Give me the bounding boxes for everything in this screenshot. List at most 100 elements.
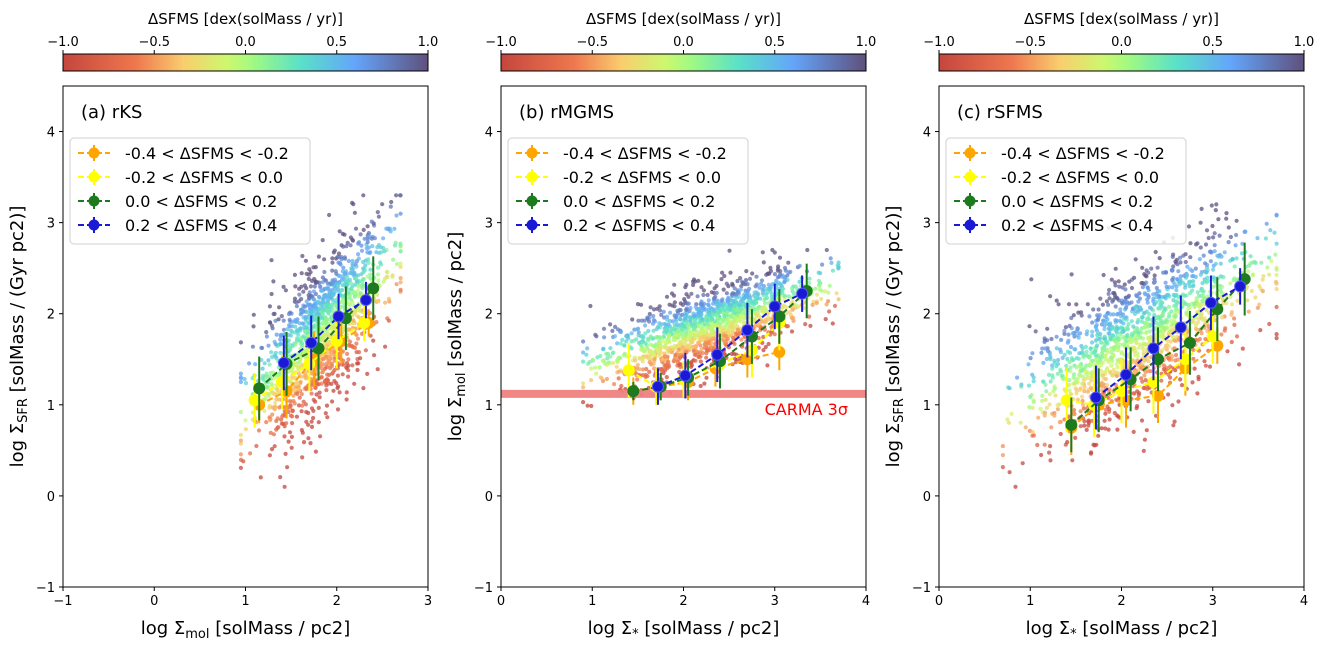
- scatter-point: [738, 276, 743, 281]
- scatter-point: [695, 307, 701, 312]
- scatter-point: [1071, 375, 1076, 380]
- scatter-point: [1043, 410, 1048, 415]
- scatter-point: [290, 319, 295, 324]
- scatter-point: [1197, 336, 1202, 342]
- scatter-point: [1047, 402, 1052, 407]
- scatter-point: [338, 274, 343, 279]
- scatter-point: [298, 336, 303, 341]
- scatter-point: [808, 323, 813, 328]
- scatter-point: [380, 202, 385, 207]
- scatter-point: [1141, 350, 1146, 355]
- scatter-point: [1126, 345, 1131, 350]
- scatter-point: [1126, 293, 1132, 298]
- scatter-point: [1140, 265, 1145, 270]
- scatter-point: [1039, 350, 1044, 355]
- scatter-point: [1119, 325, 1124, 330]
- scatter-point: [693, 352, 698, 357]
- scatter-point: [1103, 376, 1108, 382]
- scatter-point: [791, 315, 796, 320]
- scatter-point: [311, 397, 316, 402]
- scatter-point: [1132, 330, 1137, 335]
- scatter-point: [682, 316, 688, 321]
- scatter-point: [1203, 242, 1209, 247]
- scatter-point: [699, 301, 704, 306]
- scatter-point: [651, 307, 657, 312]
- scatter-point: [1136, 299, 1141, 304]
- scatter-point: [747, 276, 753, 281]
- carma-threshold-label: CARMA 3σ: [765, 400, 848, 419]
- scatter-point: [1216, 217, 1221, 222]
- y-tick-label: 0: [923, 490, 931, 505]
- scatter-point: [705, 318, 710, 323]
- scatter-point: [657, 344, 662, 349]
- scatter-point: [1178, 255, 1183, 260]
- scatter-point: [393, 240, 398, 245]
- scatter-point: [760, 288, 765, 293]
- scatter-point: [735, 332, 740, 338]
- scatter-point: [1098, 296, 1103, 301]
- scatter-point: [1126, 337, 1131, 342]
- scatter-point: [292, 401, 297, 406]
- scatter-point: [1257, 302, 1262, 307]
- data-point: [711, 348, 724, 361]
- scatter-point: [243, 418, 248, 423]
- scatter-point: [345, 282, 350, 287]
- scatter-point: [676, 347, 681, 352]
- scatter-point: [1057, 402, 1062, 407]
- scatter-point: [301, 321, 306, 326]
- scatter-point: [1073, 435, 1078, 440]
- scatter-point: [1086, 419, 1091, 424]
- scatter-point: [348, 243, 353, 248]
- scatter-point: [791, 292, 797, 297]
- scatter-point: [363, 348, 368, 353]
- scatter-point: [581, 350, 586, 355]
- scatter-point: [1187, 279, 1192, 285]
- scatter-point: [331, 370, 336, 375]
- scatter-point: [711, 301, 716, 306]
- scatter-point: [702, 329, 707, 334]
- scatter-point: [1116, 336, 1121, 341]
- scatter-point: [765, 363, 770, 368]
- scatter-point: [1082, 423, 1087, 428]
- scatter-point: [724, 323, 729, 328]
- scatter-point: [814, 301, 819, 306]
- scatter-point: [262, 361, 267, 366]
- scatter-point: [1171, 264, 1176, 269]
- scatter-point: [598, 353, 603, 359]
- scatter-point: [263, 396, 268, 401]
- scatter-point: [797, 279, 802, 284]
- scatter-point: [323, 308, 328, 313]
- scatter-point: [652, 344, 657, 349]
- scatter-point: [238, 441, 243, 446]
- scatter-point: [243, 427, 248, 432]
- scatter-point: [279, 314, 284, 319]
- scatter-point: [347, 277, 352, 283]
- scatter-point: [1121, 359, 1126, 364]
- scatter-point: [637, 356, 642, 361]
- scatter-point: [747, 298, 752, 303]
- y-tick-label: 3: [47, 217, 55, 232]
- scatter-point: [1212, 249, 1217, 254]
- scatter-point: [238, 432, 243, 438]
- scatter-point: [706, 298, 711, 303]
- data-point: [359, 294, 372, 307]
- scatter-point: [319, 288, 324, 293]
- scatter-point: [317, 295, 322, 300]
- scatter-point: [398, 249, 403, 254]
- scatter-point: [296, 332, 301, 337]
- scatter-point: [308, 441, 313, 446]
- scatter-point: [768, 286, 773, 291]
- colorbar-tick-label: −1.0: [47, 35, 79, 50]
- scatter-point: [682, 339, 687, 344]
- data-point: [679, 369, 692, 382]
- scatter-point: [677, 352, 683, 357]
- scatter-point: [770, 282, 775, 287]
- scatter-point: [610, 328, 615, 333]
- scatter-point: [1068, 344, 1074, 350]
- scatter-point: [688, 306, 693, 311]
- scatter-point: [1269, 259, 1274, 264]
- scatter-point: [1152, 279, 1158, 284]
- scatter-point: [349, 271, 354, 276]
- y-axis-label-base: log Σ: [7, 423, 28, 468]
- scatter-point: [384, 226, 389, 231]
